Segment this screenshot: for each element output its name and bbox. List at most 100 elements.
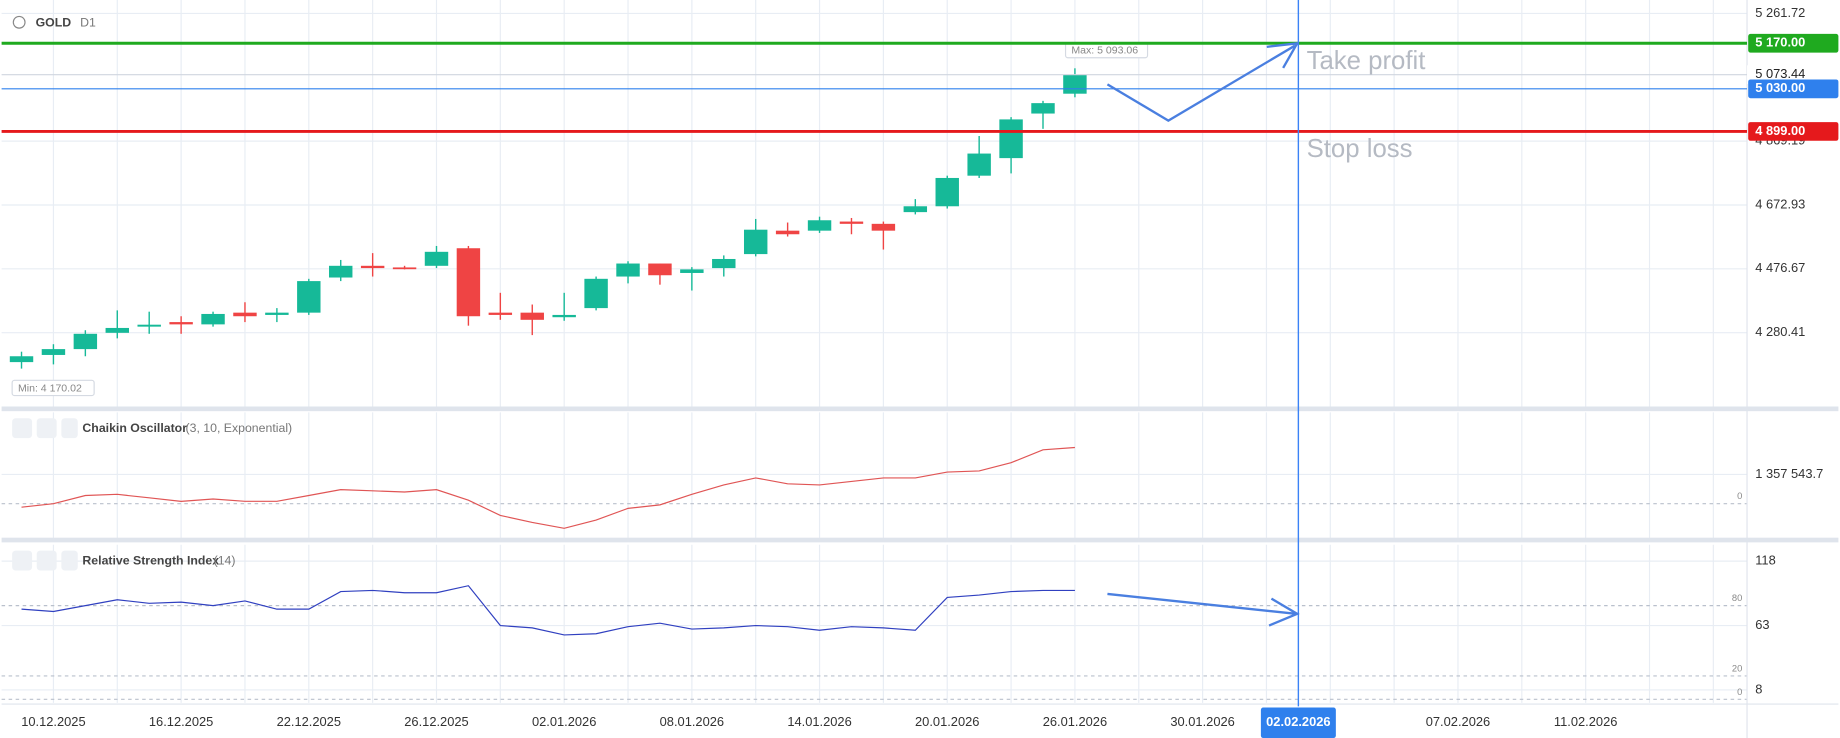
arrow-head bbox=[1266, 41, 1300, 69]
candle-body bbox=[712, 258, 736, 269]
candle-body bbox=[648, 263, 672, 276]
candle-body bbox=[105, 327, 129, 333]
level-label: 0 bbox=[1737, 687, 1742, 697]
y-tick-label: 63 bbox=[1755, 617, 1769, 632]
eye-icon[interactable] bbox=[12, 418, 33, 439]
candle-body bbox=[297, 281, 321, 313]
level-label: 0 bbox=[1737, 491, 1742, 501]
indicator-line bbox=[21, 585, 1075, 636]
price-level-label: 4 899.00 bbox=[1755, 123, 1805, 138]
x-tick-label: 08.01.2026 bbox=[660, 714, 724, 729]
indicator-line bbox=[21, 446, 1075, 529]
x-tick-label: 07.02.2026 bbox=[1426, 714, 1490, 729]
candle-body bbox=[520, 312, 544, 320]
candle-body bbox=[743, 229, 768, 255]
candle-body bbox=[935, 177, 959, 207]
candle-body bbox=[903, 206, 928, 213]
y-tick-label: 5 261.72 bbox=[1755, 5, 1805, 20]
x-tick-label: 10.12.2025 bbox=[21, 714, 85, 729]
indicator-title: Relative Strength Index bbox=[82, 553, 219, 567]
last-price-box bbox=[1747, 65, 1839, 85]
forecast-arrow bbox=[1107, 592, 1297, 615]
candle-body bbox=[839, 221, 864, 224]
x-tick-label: 22.12.2025 bbox=[277, 714, 341, 729]
indicator-params: (3, 10, Exponential) bbox=[186, 421, 293, 435]
timeframe: D1 bbox=[80, 16, 96, 30]
candle-body bbox=[584, 278, 608, 309]
candle-body bbox=[807, 220, 832, 231]
pane-separator bbox=[1, 406, 1839, 412]
candle-body bbox=[552, 314, 576, 318]
price-level-box bbox=[1748, 79, 1839, 99]
x-tick-label: 26.12.2025 bbox=[404, 714, 468, 729]
candle-body bbox=[265, 312, 289, 315]
annotation: Stop loss bbox=[1307, 135, 1413, 163]
x-tick-label: 30.01.2026 bbox=[1170, 714, 1234, 729]
candle-body bbox=[871, 223, 896, 231]
candle-body bbox=[41, 349, 66, 355]
settings-icon[interactable] bbox=[36, 550, 57, 571]
symbol: GOLD bbox=[36, 16, 72, 30]
info-icon[interactable] bbox=[12, 15, 26, 29]
candle-body bbox=[169, 322, 193, 325]
forecast-arrow bbox=[1106, 44, 1296, 123]
candle-body bbox=[616, 263, 640, 277]
y-tick-label: 4 280.41 bbox=[1755, 324, 1805, 339]
y-tick-label: 4 672.93 bbox=[1755, 196, 1805, 211]
arrow-head bbox=[1268, 597, 1300, 627]
candle-body bbox=[360, 265, 385, 269]
max-label: Max: 5 093.06 bbox=[1071, 45, 1138, 57]
eye-icon[interactable] bbox=[12, 550, 33, 571]
x-tick-label: 02.01.2026 bbox=[532, 714, 596, 729]
candle-body bbox=[329, 265, 353, 278]
candle-body bbox=[392, 267, 417, 270]
candle-body bbox=[233, 312, 257, 317]
indicator-header: Relative Strength Index (14) bbox=[12, 550, 236, 571]
settings-icon[interactable] bbox=[36, 418, 57, 439]
drawn-arrows bbox=[1106, 41, 1300, 627]
min-label: Min: 4 170.02 bbox=[18, 382, 82, 394]
x-tick-label: 26.01.2026 bbox=[1043, 714, 1107, 729]
x-tick-label: 20.01.2026 bbox=[915, 714, 979, 729]
price-level-label: 5 030.00 bbox=[1755, 80, 1805, 95]
pane-separator bbox=[1, 537, 1839, 543]
annotation: Take profit bbox=[1307, 47, 1426, 75]
y-tick-label: 8 bbox=[1755, 681, 1762, 696]
last-price-label: 5 073.44 bbox=[1755, 66, 1805, 81]
candle-body bbox=[137, 324, 161, 327]
candle-body bbox=[9, 356, 34, 363]
price-level-box bbox=[1748, 33, 1839, 53]
y-tick-label: 1 357 543.7 bbox=[1755, 466, 1823, 481]
indicator-params: (14) bbox=[214, 553, 236, 567]
date-marker-label: 02.02.2026 bbox=[1266, 714, 1330, 729]
level-label: 20 bbox=[1732, 663, 1742, 673]
candle-body bbox=[967, 153, 991, 176]
pane-header: GOLD D1 bbox=[12, 15, 96, 30]
min-label-box bbox=[11, 379, 95, 397]
candle-body bbox=[456, 248, 481, 317]
x-tick-label: 11.02.2026 bbox=[1554, 714, 1617, 729]
candle-body bbox=[201, 313, 225, 325]
price-level-label: 5 170.00 bbox=[1755, 35, 1805, 50]
candle-body bbox=[680, 269, 704, 273]
x-tick-label: 16.12.2025 bbox=[149, 714, 213, 729]
level-label: 80 bbox=[1732, 593, 1742, 603]
candle-body bbox=[424, 251, 449, 266]
price-level-box bbox=[1748, 122, 1839, 141]
x-tick-label: 14.01.2026 bbox=[787, 714, 851, 729]
candle-body bbox=[1031, 103, 1055, 114]
candle-body bbox=[1063, 74, 1087, 94]
candle-body bbox=[488, 312, 513, 315]
y-tick-label: 118 bbox=[1755, 553, 1776, 568]
candle-body bbox=[73, 333, 98, 350]
indicator-title: Chaikin Oscillator bbox=[82, 421, 187, 435]
close-icon[interactable] bbox=[61, 550, 78, 571]
candle-body bbox=[999, 119, 1023, 159]
y-tick-label: 4 476.67 bbox=[1755, 260, 1805, 275]
date-marker-box bbox=[1260, 707, 1336, 738]
close-icon[interactable] bbox=[61, 418, 78, 439]
indicator-header: Chaikin Oscillator (3, 10, Exponential) bbox=[12, 418, 293, 439]
